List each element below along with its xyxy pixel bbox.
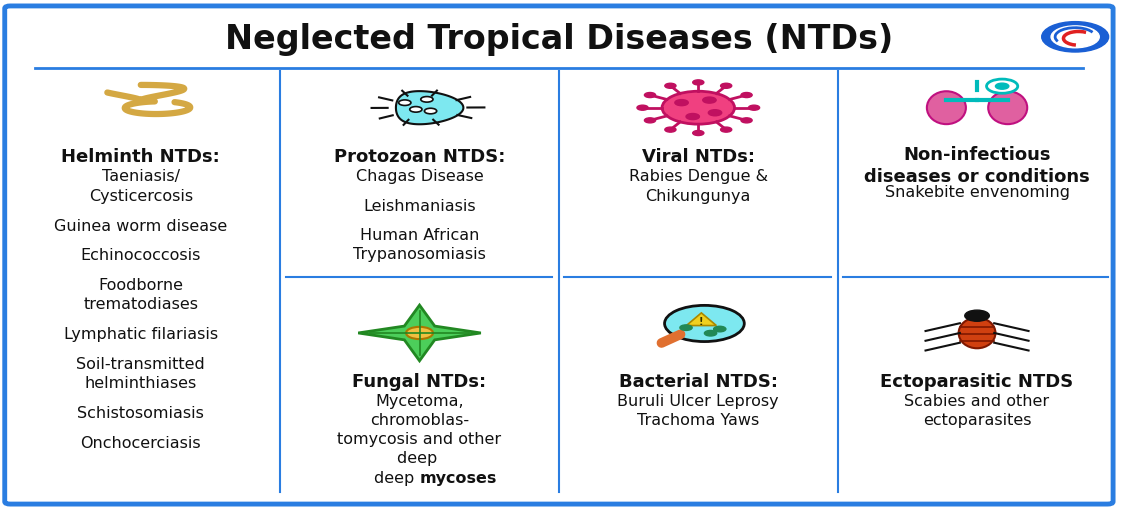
Circle shape [741,118,752,123]
Text: Onchocerciasis: Onchocerciasis [81,436,201,451]
Text: chromoblas-: chromoblas- [370,413,469,428]
Circle shape [702,97,716,103]
Text: Rabies Dengue &
Chikungunya: Rabies Dengue & Chikungunya [628,169,767,204]
Polygon shape [396,91,463,124]
Circle shape [406,327,433,339]
Circle shape [662,91,735,124]
Ellipse shape [958,318,995,348]
Text: Viral NTDs:: Viral NTDs: [642,148,755,166]
Circle shape [674,100,688,106]
Text: Chagas Disease: Chagas Disease [356,169,484,184]
Text: deep: deep [374,471,420,486]
Text: deep: deep [397,451,442,466]
Ellipse shape [927,91,966,124]
Text: Guinea worm disease: Guinea worm disease [54,219,228,234]
Text: Scabies and other
ectoparasites: Scabies and other ectoparasites [904,393,1049,428]
Circle shape [637,105,649,110]
Text: Neglected Tropical Diseases (NTDs): Neglected Tropical Diseases (NTDs) [224,23,893,56]
Text: Fungal NTDs:: Fungal NTDs: [352,374,487,391]
Circle shape [680,325,692,330]
Text: Ectoparasitic NTDS: Ectoparasitic NTDS [881,374,1074,391]
Circle shape [686,114,699,120]
Text: Soil-transmitted
helminthiases: Soil-transmitted helminthiases [76,357,205,391]
Text: Lymphatic filariasis: Lymphatic filariasis [64,327,218,343]
Circle shape [644,93,655,98]
Circle shape [705,330,717,336]
Circle shape [1051,26,1100,48]
Text: Helminth NTDs:: Helminth NTDs: [62,148,220,166]
Text: mycoses: mycoses [420,471,497,486]
Text: Bacterial NTDS:: Bacterial NTDS: [619,374,778,391]
Text: Snakebite envenoming: Snakebite envenoming [884,185,1069,200]
Circle shape [965,310,990,321]
Text: Human African
Trypanosomiasis: Human African Trypanosomiasis [353,228,486,262]
Text: Schistosomiasis: Schistosomiasis [77,406,204,421]
Circle shape [421,97,433,102]
Text: Echinococcosis: Echinococcosis [81,248,201,264]
Circle shape [665,127,675,132]
Circle shape [692,80,703,85]
Text: Mycetoma,: Mycetoma, [375,393,463,409]
Polygon shape [687,313,716,326]
Text: Taeniasis/
Cysticercosis: Taeniasis/ Cysticercosis [89,169,193,204]
Circle shape [720,83,732,88]
Circle shape [714,326,726,332]
Circle shape [1041,22,1109,52]
Circle shape [720,127,732,132]
Polygon shape [358,305,481,361]
Text: Non-infectious
diseases or conditions: Non-infectious diseases or conditions [864,146,1089,186]
Circle shape [410,106,422,112]
Circle shape [986,79,1018,93]
Circle shape [741,93,752,98]
Text: Foodborne
trematodiases: Foodborne trematodiases [83,278,199,312]
Circle shape [995,83,1009,89]
Text: !: ! [699,317,703,327]
Circle shape [665,83,675,88]
Circle shape [398,100,411,105]
Text: Leishmaniasis: Leishmaniasis [364,199,476,214]
Text: Buruli Ulcer Leprosy
Trachoma Yaws: Buruli Ulcer Leprosy Trachoma Yaws [617,393,779,428]
Circle shape [748,105,760,110]
Ellipse shape [988,91,1028,124]
Text: Protozoan NTDS:: Protozoan NTDS: [334,148,505,166]
Circle shape [692,130,703,135]
Text: tomycosis and other: tomycosis and other [338,432,502,447]
Circle shape [424,108,436,114]
Circle shape [644,118,655,123]
FancyBboxPatch shape [4,6,1113,504]
Circle shape [664,305,744,342]
Circle shape [708,110,721,116]
